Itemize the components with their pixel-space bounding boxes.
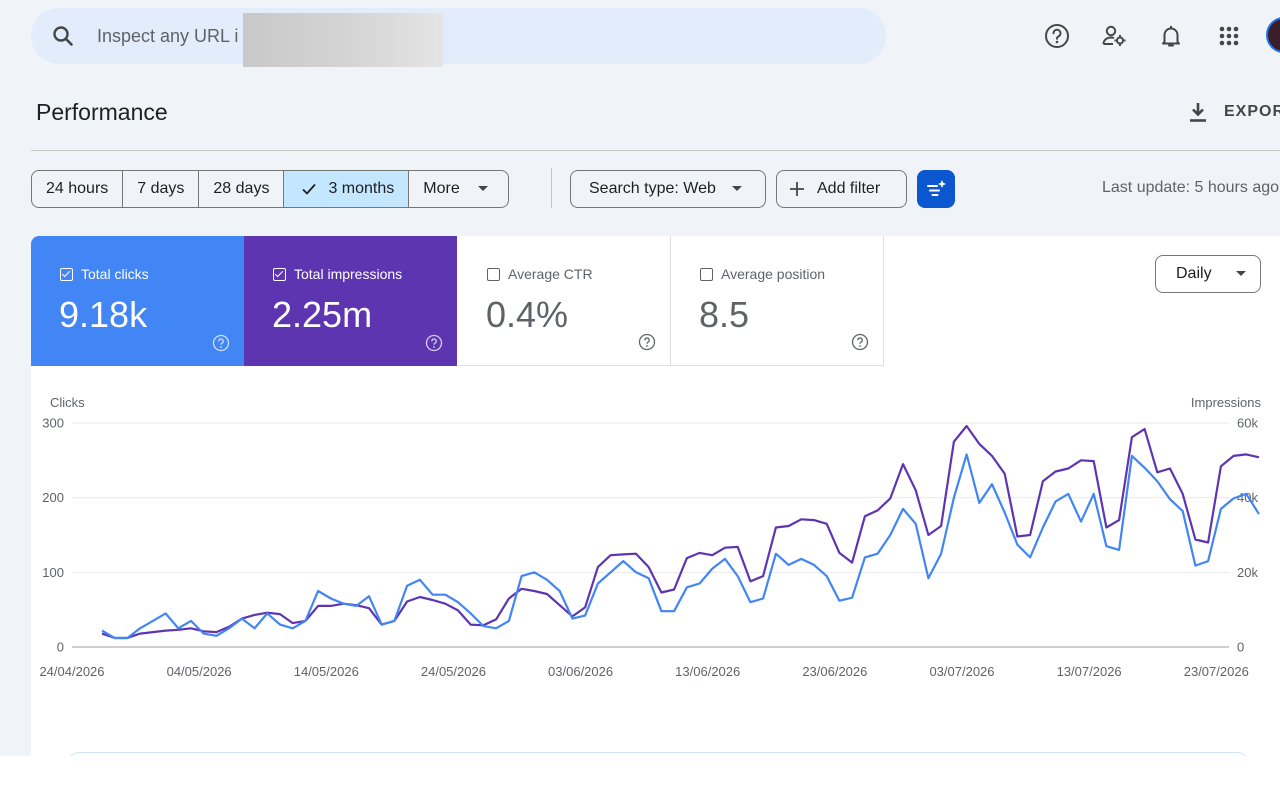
y-axis-title-left: Clicks: [50, 395, 85, 410]
metric-value: 2.25m: [272, 294, 373, 335]
x-tick-label: 13/07/2026: [1057, 664, 1122, 679]
metric-label: Average position: [721, 266, 826, 282]
date-range-selector: 24 hours 7 days 28 days 3 months More: [31, 170, 509, 208]
download-icon: [1190, 103, 1206, 122]
y-axis-title-right: Impressions: [1191, 395, 1262, 410]
y-tick-label-left: 100: [42, 565, 64, 580]
metric-value: 0.4%: [486, 294, 569, 335]
metric-value: 9.18k: [59, 294, 148, 335]
search-console-app: Performance EXPORT 24 hours 7 days 28 da…: [0, 0, 1280, 756]
metric-total-clicks[interactable]: Total clicks 9.18k: [31, 236, 244, 366]
date-range-more[interactable]: More: [409, 171, 507, 207]
y-tick-label-left: 200: [42, 490, 64, 505]
metric-average-position[interactable]: Average position 8.5: [671, 236, 884, 366]
last-update-text: Last update: 5 hours ago: [1102, 179, 1280, 196]
url-inspection-search-bar[interactable]: [31, 8, 886, 67]
metric-label: Total impressions: [294, 266, 403, 282]
x-tick-label: 14/05/2026: [294, 664, 359, 679]
metric-label: Total clicks: [81, 266, 149, 282]
export-label: EXPORT: [1224, 103, 1280, 120]
add-filter-label: Add filter: [817, 180, 881, 197]
page-title: Performance: [36, 99, 168, 125]
date-range-label: 28 days: [213, 180, 270, 197]
metric-total-impressions[interactable]: Total impressions 2.25m: [244, 236, 457, 366]
y-tick-label-right: 20k: [1237, 565, 1258, 580]
ai-filter-button[interactable]: [917, 170, 955, 208]
x-tick-label: 03/06/2026: [548, 664, 613, 679]
apps-grid-icon[interactable]: [1215, 22, 1243, 50]
date-range-label: More: [423, 180, 460, 197]
export-button[interactable]: EXPORT: [1186, 98, 1280, 126]
filter-separator: [551, 168, 552, 208]
help-icon[interactable]: [1043, 22, 1071, 50]
account-avatar[interactable]: [1266, 17, 1280, 53]
search-icon[interactable]: [51, 24, 75, 48]
metric-value: 8.5: [699, 294, 750, 335]
y-tick-label-left: 300: [42, 416, 64, 431]
date-range-3-months[interactable]: 3 months: [284, 171, 410, 207]
performance-card: Total clicks 9.18k Total impressions 2.2…: [31, 236, 1280, 756]
table-panel-edge: [67, 752, 1249, 756]
sparkle-filter-icon: [927, 180, 946, 196]
x-tick-label: 23/07/2026: [1184, 664, 1249, 679]
checkbox-unchecked-icon[interactable]: [487, 267, 500, 281]
check-icon: [302, 183, 317, 195]
x-tick-label: 13/06/2026: [675, 664, 740, 679]
header-divider: [31, 150, 1280, 151]
x-tick-label: 24/04/2026: [39, 664, 104, 679]
date-range-28-days[interactable]: 28 days: [199, 171, 285, 207]
date-range-7-days[interactable]: 7 days: [123, 171, 200, 207]
x-tick-label: 03/07/2026: [929, 664, 994, 679]
series-line-impressions: [101, 424, 1260, 640]
metric-label: Average CTR: [508, 266, 593, 282]
help-icon[interactable]: [638, 333, 656, 351]
y-tick-label-left: 0: [57, 640, 64, 655]
dropdown-arrow-icon: [731, 186, 742, 191]
help-icon[interactable]: [212, 334, 230, 352]
date-range-label: 3 months: [328, 180, 395, 197]
granularity-label: Daily: [1176, 265, 1212, 282]
x-tick-label: 24/05/2026: [421, 664, 486, 679]
redacted-area: [243, 13, 443, 67]
notifications-icon[interactable]: [1157, 22, 1185, 50]
dropdown-arrow-icon: [1235, 271, 1246, 276]
date-range-24-hours[interactable]: 24 hours: [32, 171, 124, 207]
dropdown-arrow-icon: [477, 186, 488, 191]
help-icon[interactable]: [851, 333, 869, 351]
series-line-clicks: [101, 453, 1260, 640]
add-filter-button[interactable]: Add filter: [776, 170, 907, 208]
help-icon[interactable]: [425, 334, 443, 352]
checkbox-checked-icon[interactable]: [273, 267, 286, 281]
y-tick-label-right: 60k: [1237, 416, 1258, 431]
y-tick-label-right: 0: [1237, 640, 1244, 655]
x-tick-label: 23/06/2026: [802, 664, 867, 679]
date-range-label: 7 days: [137, 180, 185, 197]
granularity-dropdown[interactable]: Daily: [1155, 255, 1261, 293]
search-type-label: Search type: Web: [589, 180, 716, 197]
plus-icon: [790, 182, 804, 196]
checkbox-checked-icon[interactable]: [60, 267, 73, 281]
metric-average-ctr[interactable]: Average CTR 0.4%: [458, 236, 671, 366]
date-range-label: 24 hours: [46, 180, 109, 197]
checkbox-unchecked-icon[interactable]: [700, 267, 713, 281]
manage-users-icon[interactable]: [1100, 22, 1128, 50]
x-tick-label: 04/05/2026: [167, 664, 232, 679]
search-type-filter[interactable]: Search type: Web: [570, 170, 766, 208]
